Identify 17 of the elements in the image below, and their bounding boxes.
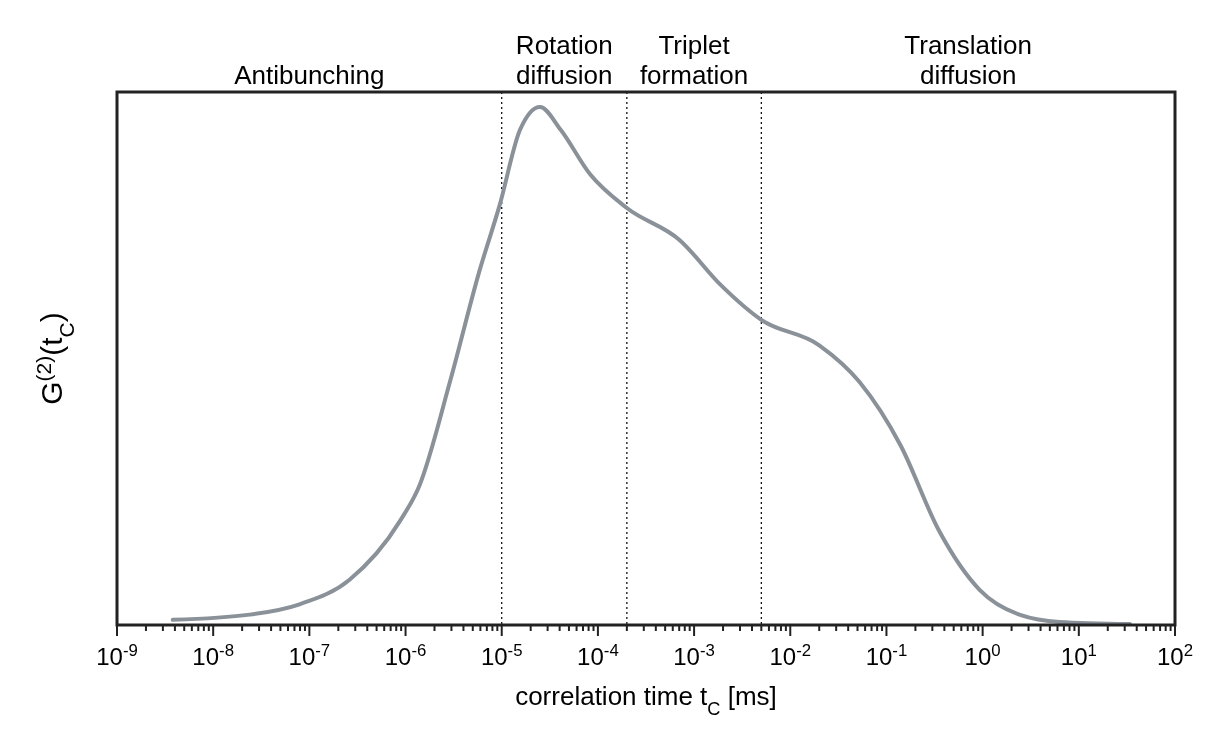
x-tick-label: 10$^{1}$ <box>1060 640 1097 670</box>
x-tick-label: 10$^{-1}$ <box>865 640 908 670</box>
text: Antibunching <box>234 60 385 90</box>
x-tick-label: 10$^{-5}$ <box>480 640 523 670</box>
x-axis-title: correlation time t$_{C}$ [ms] <box>515 681 777 719</box>
x-tick-label: 10$^{-8}$ <box>192 640 234 670</box>
x-tick-label: 10$^{-2}$ <box>769 640 812 670</box>
text: Translation diffusion <box>904 30 1032 90</box>
x-tick-label: 10$^{-3}$ <box>673 640 715 670</box>
text: Rotation diffusion <box>515 30 613 90</box>
x-tick-label: 10$^{-9}$ <box>96 640 138 670</box>
x-tick-label: 10$^{2}$ <box>1156 640 1194 670</box>
text: Triplet formation <box>639 30 749 90</box>
x-tick-label: 10$^{-4}$ <box>577 640 619 670</box>
x-tick-label: 10$^{0}$ <box>964 640 1001 670</box>
x-tick-label: 10$^{-7}$ <box>288 640 331 670</box>
x-tick-label: 10$^{-6}$ <box>384 640 427 670</box>
